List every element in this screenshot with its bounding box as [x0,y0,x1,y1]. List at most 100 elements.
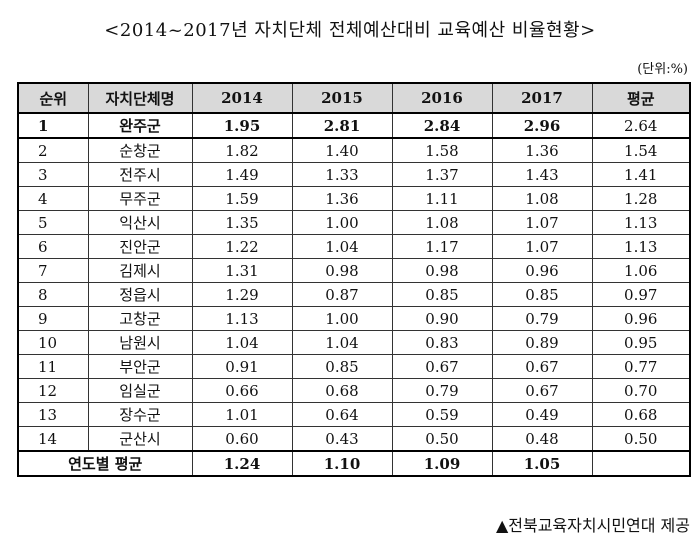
value-2014-cell: 1.31 [191,258,293,283]
value-2017-cell: 0.96 [491,258,593,283]
table-header-row: 순위 자치단체명 2014 2015 2016 2017 평균 [17,82,691,114]
value-2016-cell: 0.98 [391,258,493,283]
value-2015-cell: 1.00 [291,210,393,235]
rank-cell: 10 [17,330,89,355]
source-credit: ▲전북교육자치시민연대 제공 [495,516,690,535]
name-cell: 고창군 [87,306,193,331]
value-2016-cell: 1.58 [391,137,493,163]
value-2016-cell: 1.08 [391,210,493,235]
rank-cell: 8 [17,282,89,307]
value-2017-cell: 1.43 [491,162,593,187]
value-2017-cell: 1.36 [491,137,593,163]
name-cell: 완주군 [87,112,193,139]
yearly-average-overall [591,450,691,477]
header-name: 자치단체명 [87,82,193,114]
average-cell: 1.28 [591,186,691,211]
yearly-average-2017: 1.05 [491,450,593,477]
average-cell: 0.70 [591,378,691,403]
rank-cell: 2 [17,137,89,163]
name-cell: 익산시 [87,210,193,235]
name-cell: 정읍시 [87,282,193,307]
value-2015-cell: 1.33 [291,162,393,187]
rank-cell: 11 [17,354,89,379]
table-row: 9 고창군 1.13 1.00 0.90 0.79 0.96 [17,306,691,331]
average-cell: 0.96 [591,306,691,331]
value-2015-cell: 2.81 [291,112,393,139]
header-2014: 2014 [191,82,293,114]
table-row: 5 익산시 1.35 1.00 1.08 1.07 1.13 [17,210,691,235]
value-2016-cell: 1.17 [391,234,493,259]
unit-label: (단위:%) [637,62,688,77]
value-2014-cell: 1.59 [191,186,293,211]
name-cell: 부안군 [87,354,193,379]
value-2016-cell: 0.90 [391,306,493,331]
rank-cell: 3 [17,162,89,187]
header-2017: 2017 [491,82,593,114]
yearly-average-2015: 1.10 [291,450,393,477]
rank-cell: 5 [17,210,89,235]
average-cell: 0.95 [591,330,691,355]
average-cell: 1.41 [591,162,691,187]
table-row: 3 전주시 1.49 1.33 1.37 1.43 1.41 [17,162,691,187]
table-row: 12 임실군 0.66 0.68 0.79 0.67 0.70 [17,378,691,403]
header-2015: 2015 [291,82,393,114]
name-cell: 남원시 [87,330,193,355]
average-cell: 0.77 [591,354,691,379]
average-cell: 0.97 [591,282,691,307]
header-rank: 순위 [17,82,89,114]
value-2017-cell: 0.67 [491,378,593,403]
average-cell: 2.64 [591,112,691,139]
value-2016-cell: 0.79 [391,378,493,403]
budget-ratio-table: 순위 자치단체명 2014 2015 2016 2017 평균 1 완주군 1.95… [17,82,691,477]
rank-cell: 6 [17,234,89,259]
value-2017-cell: 0.85 [491,282,593,307]
yearly-average-2016: 1.09 [391,450,493,477]
value-2014-cell: 0.91 [191,354,293,379]
value-2015-cell: 0.43 [291,426,393,452]
average-cell: 1.54 [591,137,691,163]
value-2017-cell: 1.08 [491,186,593,211]
rank-cell: 4 [17,186,89,211]
value-2014-cell: 1.82 [191,137,293,163]
table-row: 7 김제시 1.31 0.98 0.98 0.96 1.06 [17,258,691,283]
name-cell: 진안군 [87,234,193,259]
rank-cell: 9 [17,306,89,331]
value-2017-cell: 0.48 [491,426,593,452]
table-row: 1 완주군 1.95 2.81 2.84 2.96 2.64 [17,112,691,139]
value-2014-cell: 1.29 [191,282,293,307]
value-2015-cell: 1.04 [291,330,393,355]
value-2017-cell: 1.07 [491,210,593,235]
rank-cell: 7 [17,258,89,283]
value-2015-cell: 1.40 [291,137,393,163]
value-2014-cell: 0.66 [191,378,293,403]
value-2016-cell: 1.37 [391,162,493,187]
name-cell: 군산시 [87,426,193,452]
name-cell: 김제시 [87,258,193,283]
name-cell: 전주시 [87,162,193,187]
value-2017-cell: 0.79 [491,306,593,331]
yearly-average-label: 연도별 평균 [17,450,193,477]
value-2017-cell: 0.49 [491,402,593,427]
rank-cell: 1 [17,112,89,139]
table-row: 14 군산시 0.60 0.43 0.50 0.48 0.50 [17,426,691,452]
rank-cell: 12 [17,378,89,403]
table-row: 2 순창군 1.82 1.40 1.58 1.36 1.54 [17,137,691,163]
average-cell: 1.13 [591,234,691,259]
value-2016-cell: 0.59 [391,402,493,427]
name-cell: 무주군 [87,186,193,211]
average-cell: 0.68 [591,402,691,427]
value-2015-cell: 0.87 [291,282,393,307]
value-2016-cell: 0.83 [391,330,493,355]
average-cell: 0.50 [591,426,691,452]
table-row: 13 장수군 1.01 0.64 0.59 0.49 0.68 [17,402,691,427]
value-2014-cell: 0.60 [191,426,293,452]
value-2017-cell: 0.67 [491,354,593,379]
value-2014-cell: 1.49 [191,162,293,187]
yearly-average-row: 연도별 평균 1.24 1.10 1.09 1.05 [17,450,691,477]
value-2017-cell: 1.07 [491,234,593,259]
header-average: 평균 [591,82,691,114]
value-2015-cell: 0.85 [291,354,393,379]
value-2015-cell: 0.68 [291,378,393,403]
table-row: 6 진안군 1.22 1.04 1.17 1.07 1.13 [17,234,691,259]
table-row: 4 무주군 1.59 1.36 1.11 1.08 1.28 [17,186,691,211]
